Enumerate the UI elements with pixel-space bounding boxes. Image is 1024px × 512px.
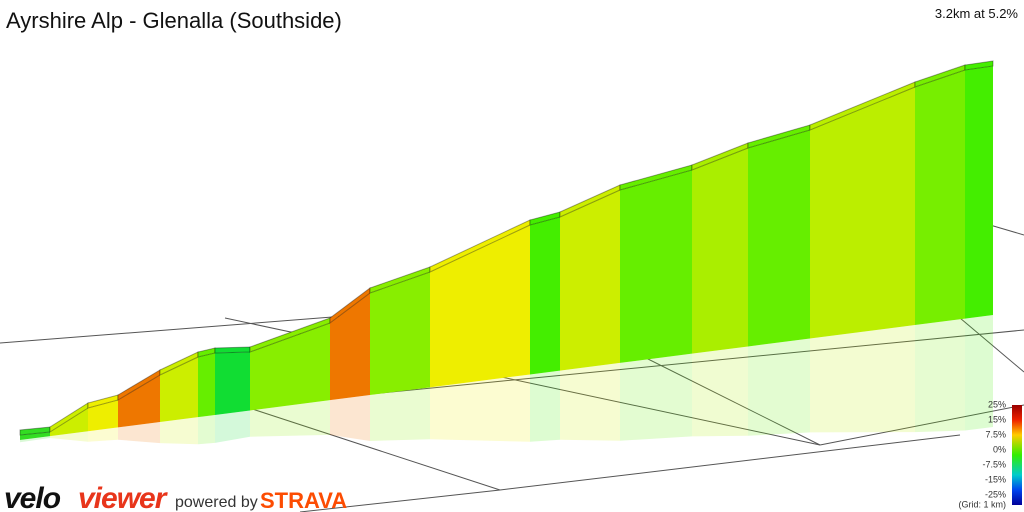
segment (370, 272, 430, 396)
reflection (370, 387, 430, 441)
segment (915, 70, 965, 326)
segment (692, 148, 748, 354)
brand-viewer: viewer (78, 482, 169, 512)
segment-top (964, 60, 994, 71)
segment (620, 170, 692, 363)
reflection (215, 410, 250, 443)
title: Ayrshire Alp - Glenalla (Southside) (6, 8, 342, 33)
reflection (560, 362, 620, 441)
summary: 3.2km at 5.2% (935, 6, 1019, 21)
segment (748, 130, 810, 347)
scale-tick: -7.5% (982, 459, 1006, 469)
powered-by: powered by (175, 494, 258, 511)
segment (560, 190, 620, 371)
reflection (88, 427, 118, 442)
segment (88, 400, 118, 432)
segment (965, 66, 993, 319)
segment (215, 352, 250, 415)
reflection (620, 353, 692, 441)
segment (118, 375, 160, 428)
reflection (198, 414, 215, 445)
reflection (20, 436, 50, 443)
scale-tick: 25% (988, 399, 1006, 409)
scale-tick: 0% (993, 444, 1006, 454)
reflection (965, 315, 993, 431)
segment (430, 225, 530, 388)
brand-velo: velo (4, 482, 61, 512)
reflection (430, 374, 530, 442)
reflection (330, 395, 370, 441)
segment (160, 357, 198, 423)
segment (50, 408, 88, 437)
segment-top (214, 346, 251, 354)
segment (198, 353, 215, 418)
scale-tick: 15% (988, 414, 1006, 424)
strava-logo: STRAVA (260, 488, 347, 512)
elevation-wall (19, 60, 994, 445)
scale-tick: -15% (985, 474, 1006, 484)
segment (20, 432, 50, 440)
gradient-scale (1012, 405, 1022, 505)
grid-note: (Grid: 1 km) (958, 499, 1006, 509)
reflection (810, 325, 915, 433)
segment (330, 293, 370, 401)
segment (530, 217, 560, 375)
reflection (530, 370, 560, 442)
reflection (50, 431, 88, 442)
reflection (118, 422, 160, 444)
scale-tick: -25% (985, 489, 1006, 499)
reflection (692, 346, 748, 437)
scale-ticks: 25% 15% 7.5% 0% -7.5% -15% -25% (982, 399, 1006, 499)
segment (810, 87, 915, 339)
segment (250, 323, 330, 411)
reflection (915, 318, 965, 433)
scale-tick: 7.5% (985, 429, 1006, 439)
reflection (250, 400, 330, 437)
reflection (748, 338, 810, 436)
reflection (160, 417, 198, 445)
